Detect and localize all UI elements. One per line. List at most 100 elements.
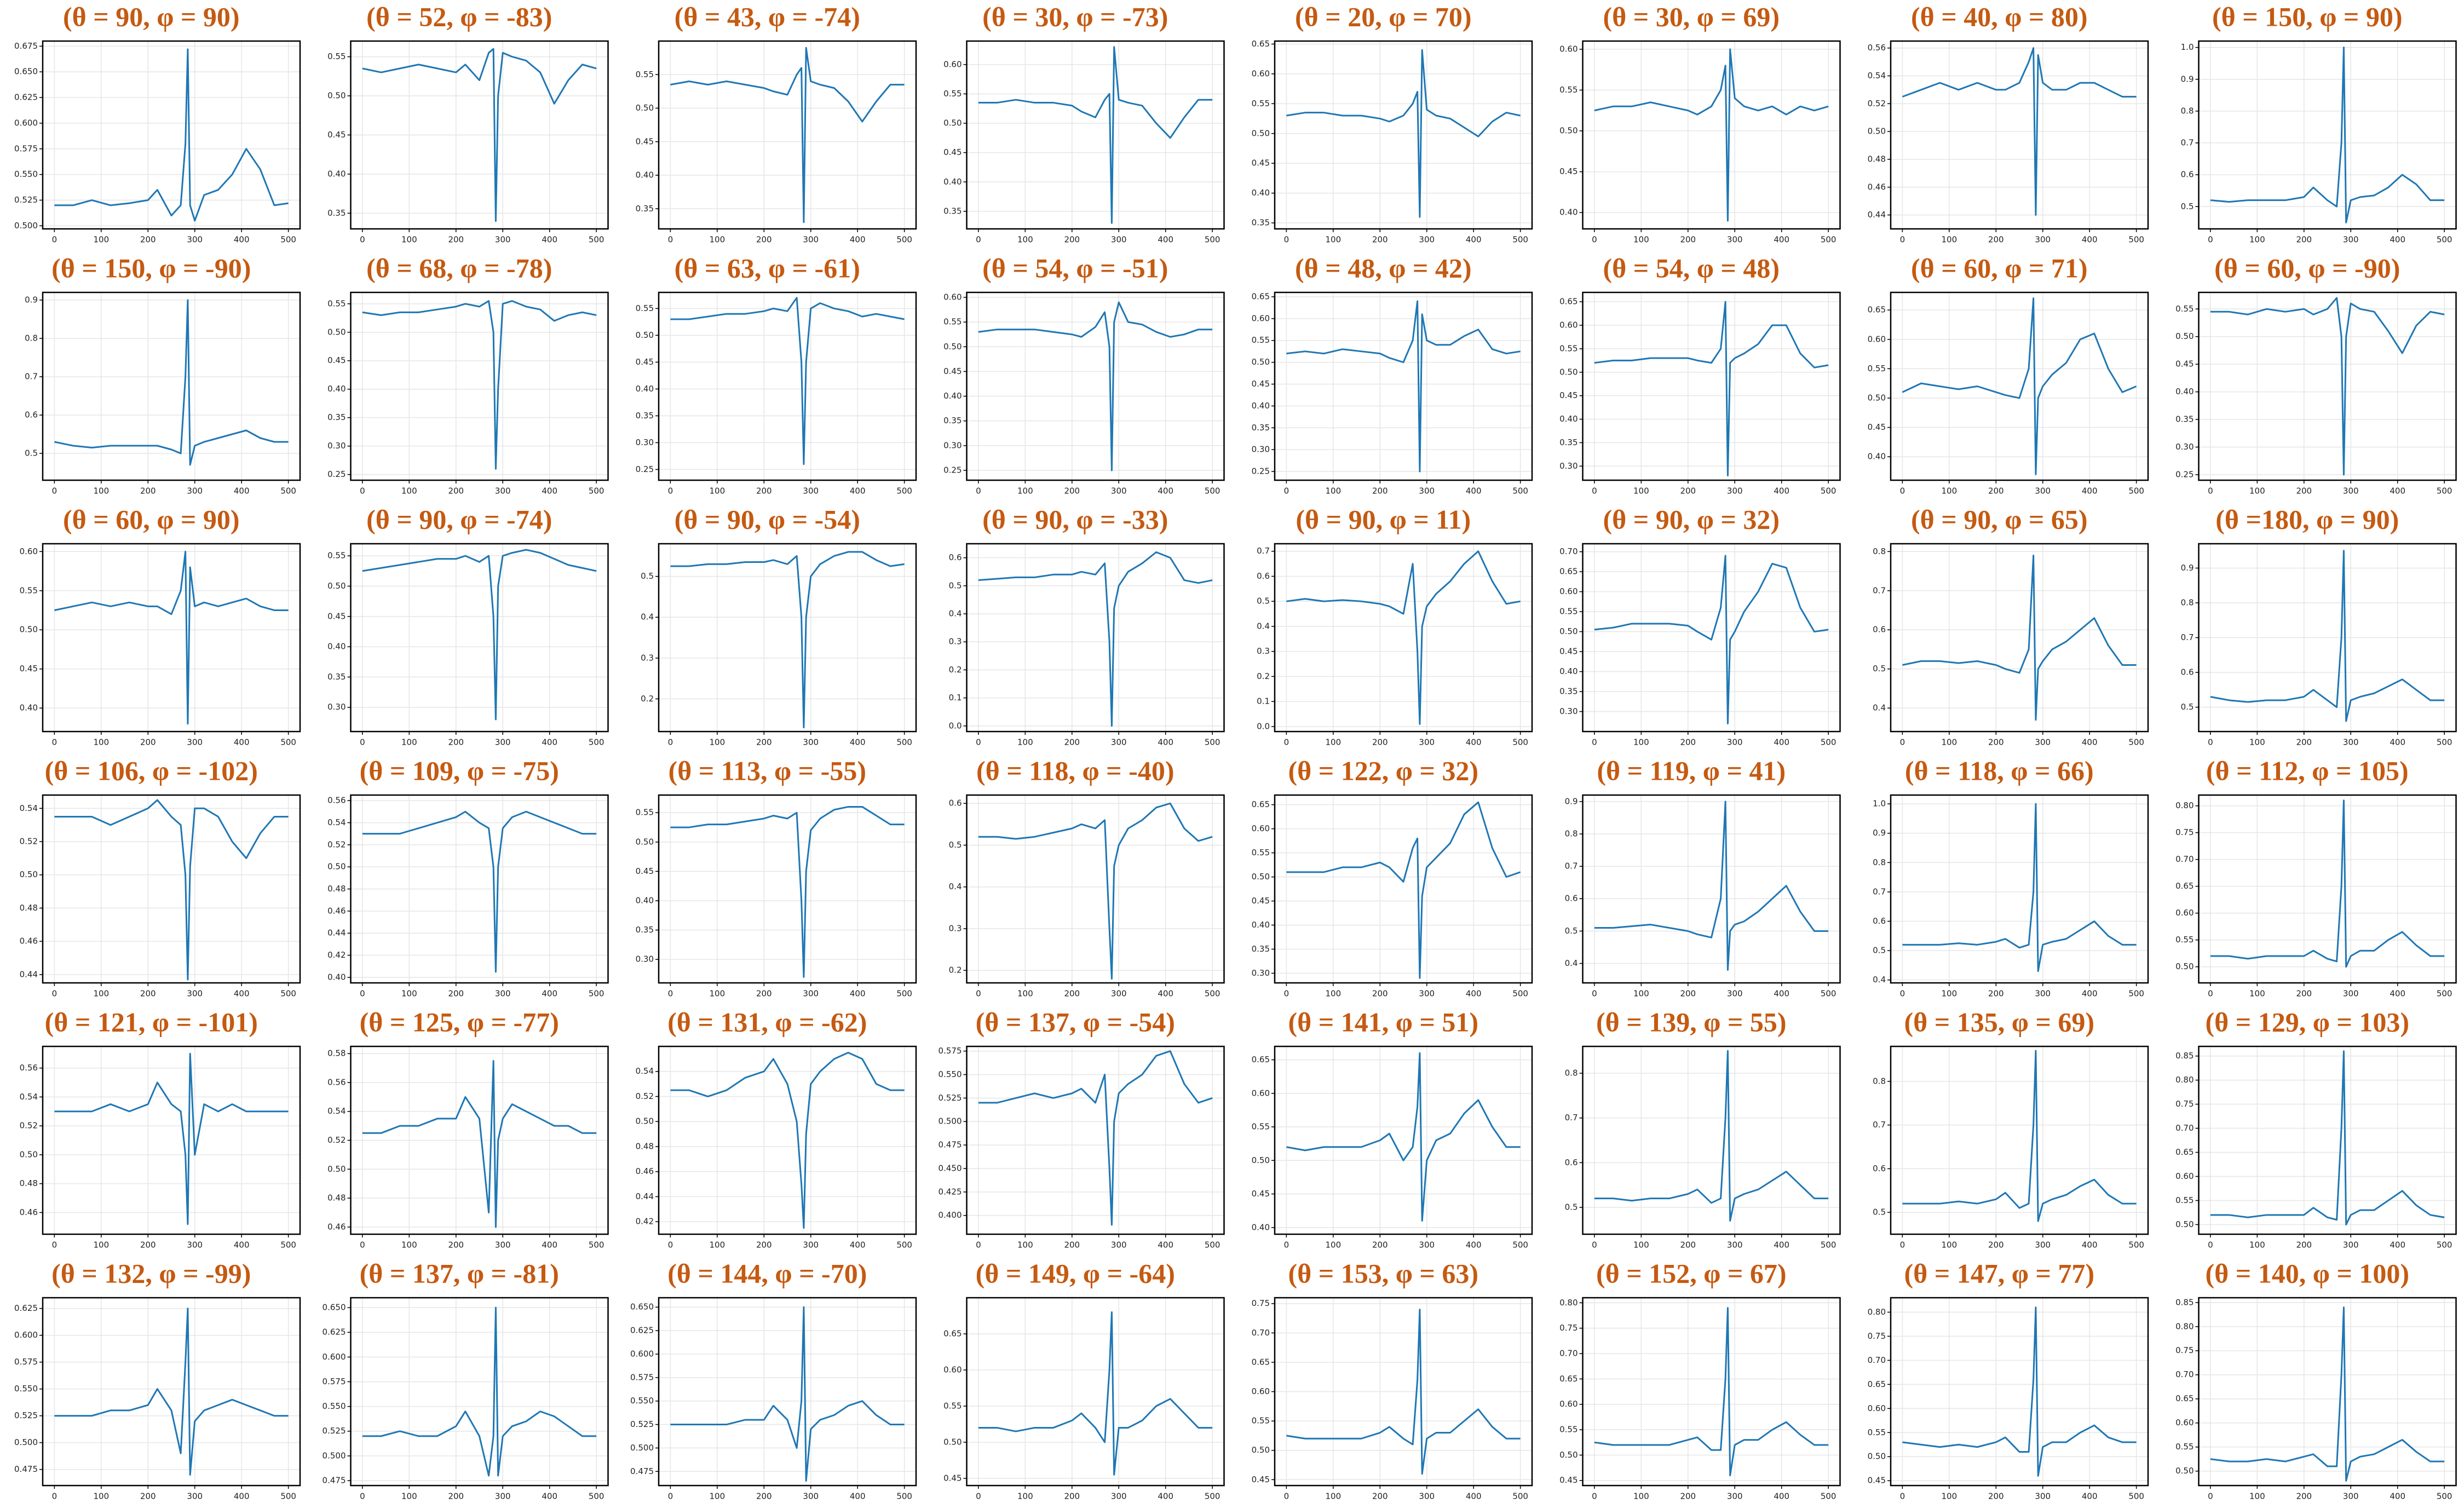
x-tick-label: 400 <box>2082 738 2098 747</box>
axes-frame <box>1890 40 2149 230</box>
x-tick-label: 200 <box>448 1492 464 1501</box>
subplot-title: (θ = 90, φ = 90) <box>63 1 240 32</box>
y-tick-label: 0.60 <box>20 546 38 556</box>
y-tick-label: 0.60 <box>1252 824 1270 833</box>
y-tick-label: 0.8 <box>1873 1076 1886 1086</box>
subplot: (θ = 113, φ = -55) 0.30 0.35 0.40 0.45 0.50 0.… <box>636 755 917 999</box>
y-tick-label: 0.40 <box>2175 387 2194 396</box>
x-tick-label: 300 <box>495 738 511 747</box>
x-tick-label: 300 <box>1419 1492 1435 1501</box>
subplot-title: (θ = 90, φ = -33) <box>982 504 1168 534</box>
x-tick-label: 200 <box>1372 738 1388 747</box>
ecg-line <box>362 300 597 470</box>
subplot-title: (θ = 135, φ = 69) <box>1904 1006 2094 1037</box>
y-tick-label: 0.54 <box>20 803 38 813</box>
x-tick-label: 500 <box>1821 486 1837 496</box>
x-tick-label: 200 <box>140 1240 156 1250</box>
y-tick-label: 0.475 <box>630 1466 654 1476</box>
x-tick-label: 500 <box>2128 738 2144 747</box>
x-tick-label: 500 <box>896 486 912 496</box>
x-tick-label: 0 <box>1900 1240 1905 1250</box>
x-tick-label: 200 <box>1680 738 1696 747</box>
y-tick-label: 0.42 <box>636 1217 654 1227</box>
axes-frame <box>350 543 609 733</box>
y-tick-label: 0.3 <box>641 653 654 663</box>
x-tick-label: 200 <box>1372 1240 1388 1250</box>
y-tick-label: 0.52 <box>327 839 346 849</box>
subplot-title: (θ = 113, φ = -55) <box>669 755 866 786</box>
y-tick-label: 0.55 <box>2175 1195 2194 1205</box>
x-tick-label: 300 <box>803 1240 819 1250</box>
subplot: (θ = 52, φ = -83) 0.35 0.40 0.45 0.50 0.55 0 10… <box>327 1 609 245</box>
x-tick-label: 300 <box>495 989 511 999</box>
y-tick-label: 0.600 <box>630 1349 654 1359</box>
x-tick-label: 100 <box>401 235 417 245</box>
y-tick-label: 0.4 <box>641 612 654 622</box>
y-tick-label: 0.6 <box>1873 916 1886 926</box>
x-tick-label: 300 <box>2343 486 2359 496</box>
axes-frame <box>1582 1297 1841 1487</box>
axes-frame <box>1582 543 1841 733</box>
x-tick-label: 100 <box>2249 738 2265 747</box>
x-tick-label: 500 <box>2437 486 2453 496</box>
y-tick-label: 0.30 <box>327 441 346 451</box>
y-tick-label: 0.45 <box>327 130 346 140</box>
subplot: (θ = 118, φ = 66) 0.4 0.5 0.6 0.7 0.8 0.9 1.0 0 1… <box>1873 755 2149 999</box>
x-tick-label: 300 <box>1419 738 1435 747</box>
y-tick-label: 0.40 <box>1252 1222 1270 1232</box>
x-tick-label: 500 <box>2128 1240 2144 1250</box>
y-tick-label: 0.44 <box>327 928 346 938</box>
x-tick-label: 400 <box>234 1240 250 1250</box>
y-tick-label: 0.45 <box>1559 390 1578 400</box>
axes-frame <box>350 794 609 984</box>
y-tick-label: 0.40 <box>1252 401 1270 411</box>
axes-frame <box>1582 291 1841 481</box>
y-tick-label: 0.65 <box>1252 1055 1270 1064</box>
subplot: (θ = 90, φ = -33) 0.0 0.1 0.2 0.3 0.4 0.5 0.6 0 1… <box>949 504 1225 747</box>
ecg-line <box>1286 300 1521 473</box>
x-tick-label: 200 <box>1680 989 1696 999</box>
x-tick-label: 400 <box>850 738 866 747</box>
y-tick-label: 0.55 <box>327 51 346 61</box>
y-tick-label: 0.30 <box>943 440 962 450</box>
axes-frame <box>966 291 1225 481</box>
subplot: (θ = 90, φ = 65) 0.4 0.5 0.6 0.7 0.8 0 100 200 30… <box>1873 504 2149 747</box>
x-tick-label: 400 <box>2390 989 2405 999</box>
y-tick-label: 0.500 <box>14 221 38 231</box>
y-tick-label: 0.44 <box>20 969 38 979</box>
y-tick-label: 0.45 <box>1252 379 1270 389</box>
y-tick-label: 0.550 <box>14 169 38 179</box>
ecg-line <box>670 1051 905 1229</box>
y-tick-label: 0.50 <box>636 330 654 340</box>
x-tick-label: 500 <box>2437 1240 2453 1250</box>
y-tick-label: 0.6 <box>1565 894 1578 903</box>
y-tick-label: 0.60 <box>1252 68 1270 78</box>
x-tick-label: 400 <box>1774 235 1789 245</box>
x-tick-label: 500 <box>1205 235 1221 245</box>
ecg-line <box>978 301 1213 471</box>
y-tick-label: 0.45 <box>1559 647 1578 657</box>
x-tick-label: 100 <box>709 235 725 245</box>
x-tick-label: 400 <box>542 486 557 496</box>
x-tick-label: 100 <box>1941 1492 1957 1501</box>
y-tick-label: 0.40 <box>1252 188 1270 198</box>
x-tick-label: 400 <box>2390 1240 2405 1250</box>
y-tick-label: 0.8 <box>25 333 38 343</box>
subplot-title: (θ = 90, φ = 65) <box>1911 504 2088 534</box>
x-tick-label: 300 <box>495 1492 511 1501</box>
x-tick-label: 200 <box>756 486 772 496</box>
x-tick-label: 400 <box>2082 486 2098 496</box>
x-tick-label: 100 <box>401 486 417 496</box>
y-tick-label: 0.575 <box>939 1046 962 1056</box>
x-tick-label: 300 <box>2035 235 2051 245</box>
ecg-line <box>1594 555 1829 724</box>
x-tick-label: 400 <box>542 738 557 747</box>
x-tick-label: 0 <box>2208 989 2213 999</box>
y-tick-label: 0.525 <box>630 1419 654 1429</box>
y-tick-label: 0.35 <box>636 411 654 421</box>
axes-frame <box>1890 291 2149 481</box>
y-tick-label: 0.5 <box>25 448 38 458</box>
y-tick-label: 0.35 <box>1559 438 1578 447</box>
